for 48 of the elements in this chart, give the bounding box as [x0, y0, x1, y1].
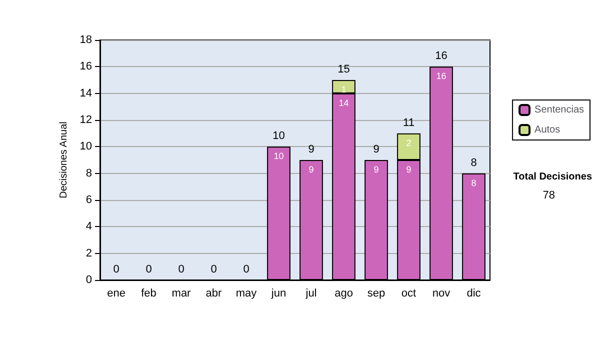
data-label: 10	[274, 151, 284, 162]
x-tick-label: ene	[107, 288, 126, 300]
data-label: 1	[341, 84, 346, 94]
x-tick-label: jul	[304, 288, 317, 300]
legend-label: Sentencias	[534, 104, 584, 116]
y-tick-label: 10	[80, 140, 92, 153]
total-label: 0	[178, 264, 184, 276]
y-tick-label: 4	[86, 220, 92, 233]
y-tick-label: 12	[80, 114, 92, 126]
x-tick-label: dic	[466, 288, 482, 300]
y-tick-label: 0	[86, 274, 92, 286]
y-tick-label: 6	[86, 194, 92, 206]
total-label: 11	[403, 116, 414, 129]
legend-label: Autos	[534, 124, 560, 136]
text: 78	[542, 190, 556, 202]
total-label: 16	[435, 50, 448, 62]
data-label: 8	[471, 178, 476, 188]
data-label: 14	[338, 98, 349, 108]
data-label: 9	[406, 164, 412, 174]
total-label: 9	[373, 144, 380, 156]
y-tick-label: 8	[86, 167, 92, 180]
x-tick-label: oct	[401, 288, 416, 300]
total-label: 15	[338, 64, 350, 76]
x-tick-label: mar	[172, 288, 192, 300]
x-tick-label: nov	[432, 288, 451, 300]
x-tick-label: may	[236, 288, 258, 300]
y-tick-label: 16	[80, 60, 92, 73]
data-label: 9	[374, 164, 379, 174]
y-axis-title: Decisiones Anual	[58, 122, 70, 198]
total-label: 8	[470, 156, 477, 169]
total-label: 0	[113, 264, 120, 276]
total-label: 0	[243, 264, 250, 276]
x-tick-label: abr	[206, 288, 222, 300]
y-tick-label: 2	[86, 247, 92, 260]
total-label: 0	[146, 264, 152, 276]
x-tick-label: ago	[334, 288, 353, 300]
x-tick-label: feb	[141, 288, 156, 300]
total-label: 10	[272, 130, 285, 142]
data-label: 9	[308, 164, 314, 174]
x-tick-label: sep	[367, 288, 386, 300]
y-tick-label: 14	[80, 87, 92, 100]
total-label: 0	[210, 264, 217, 276]
text: Total Decisiones	[513, 172, 592, 182]
data-label: 2	[406, 138, 412, 148]
data-label: 16	[436, 71, 446, 82]
x-tick-label: jun	[270, 288, 286, 300]
y-tick-label: 18	[80, 34, 92, 46]
total-label: 9	[308, 144, 314, 156]
